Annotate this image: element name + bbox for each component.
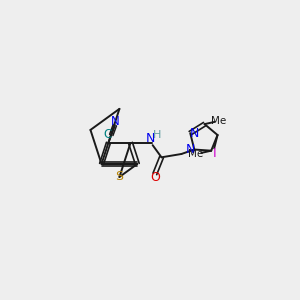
- Text: C: C: [104, 128, 112, 142]
- Text: N: N: [146, 132, 155, 146]
- Text: N: N: [110, 116, 119, 128]
- Text: N: N: [190, 127, 199, 140]
- Text: H: H: [153, 130, 161, 140]
- Text: Me: Me: [188, 149, 203, 159]
- Text: Me: Me: [211, 116, 226, 126]
- Text: N: N: [186, 143, 195, 156]
- Text: S: S: [116, 170, 123, 184]
- Text: I: I: [212, 147, 216, 160]
- Text: O: O: [150, 171, 160, 184]
